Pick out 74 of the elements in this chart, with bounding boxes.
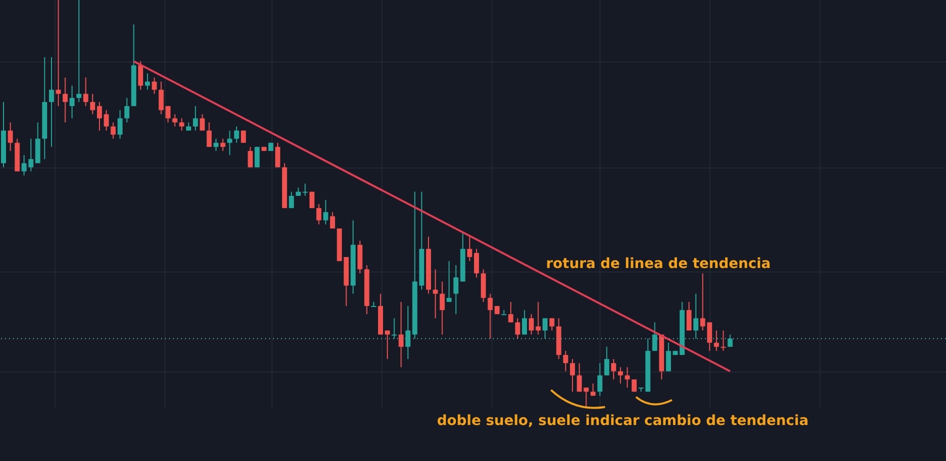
candlestick <box>118 110 123 140</box>
candlestick <box>83 77 88 107</box>
candlestick <box>371 301 376 307</box>
candlestick <box>124 97 130 123</box>
candlestick <box>56 0 61 107</box>
candlestick <box>707 322 712 352</box>
candlestick <box>70 85 75 119</box>
candlestick <box>618 366 623 384</box>
candlestick <box>467 236 472 262</box>
candlestick <box>714 330 719 352</box>
candlestick <box>323 199 328 225</box>
candlestick <box>542 318 548 340</box>
candlestick <box>563 350 568 372</box>
candlestick <box>234 126 240 144</box>
candlestick <box>240 130 246 144</box>
candlestick <box>138 60 144 90</box>
candlestick <box>76 0 82 102</box>
annotation: rotura de linea de tendencia <box>546 256 771 272</box>
candlestick <box>686 301 692 331</box>
candlestick <box>515 318 520 340</box>
candlestick <box>720 330 726 352</box>
candlestick <box>392 318 397 340</box>
text: doble suelo, suele indicar cambio de tendencia <box>437 413 809 429</box>
candlestick <box>488 293 493 340</box>
candlestick <box>192 106 198 132</box>
candlestick <box>90 93 96 115</box>
candlestick <box>166 106 171 123</box>
candlestick <box>330 212 336 229</box>
candlestick <box>227 130 232 156</box>
candlestick <box>316 204 322 225</box>
candlestick <box>8 122 13 152</box>
candlestick <box>604 346 610 376</box>
candlestick <box>405 306 410 360</box>
candlestick <box>700 272 706 331</box>
candlestick <box>96 102 102 132</box>
candlestick <box>179 118 184 132</box>
candlestick <box>693 293 698 340</box>
candlestick <box>597 362 602 396</box>
candlestick <box>254 146 260 168</box>
candlestick <box>172 114 178 127</box>
candlestick <box>432 268 438 319</box>
candlestick <box>666 342 671 372</box>
candlestick <box>611 358 616 380</box>
candlestick <box>206 122 212 148</box>
candlestick <box>522 310 527 336</box>
candlestick <box>501 310 506 316</box>
candlestick <box>22 154 27 176</box>
candlestick <box>624 366 630 388</box>
candlestick <box>48 56 54 148</box>
candlestick <box>398 301 404 368</box>
candlestick <box>275 142 280 168</box>
candlestick <box>220 138 226 152</box>
candlestick <box>104 110 109 132</box>
candlestick <box>62 77 68 123</box>
candlestick <box>446 260 452 302</box>
candlestick <box>152 77 157 94</box>
candlestick <box>570 358 575 392</box>
candlestick <box>214 138 219 152</box>
candlestick <box>453 264 458 315</box>
candlestick <box>474 248 479 278</box>
candlestick <box>549 318 554 331</box>
candlestick <box>384 330 390 360</box>
candlestick <box>200 114 205 132</box>
candlestick <box>158 81 164 115</box>
candlestick <box>728 334 733 348</box>
candlestick <box>288 191 294 209</box>
candlestick <box>144 72 150 90</box>
candlestick <box>440 281 445 336</box>
candlestick <box>110 122 116 140</box>
candlestick <box>652 322 658 352</box>
candlestick <box>590 383 596 396</box>
candlestick <box>28 138 34 172</box>
candlestick <box>508 301 514 323</box>
candlestick <box>248 146 253 168</box>
